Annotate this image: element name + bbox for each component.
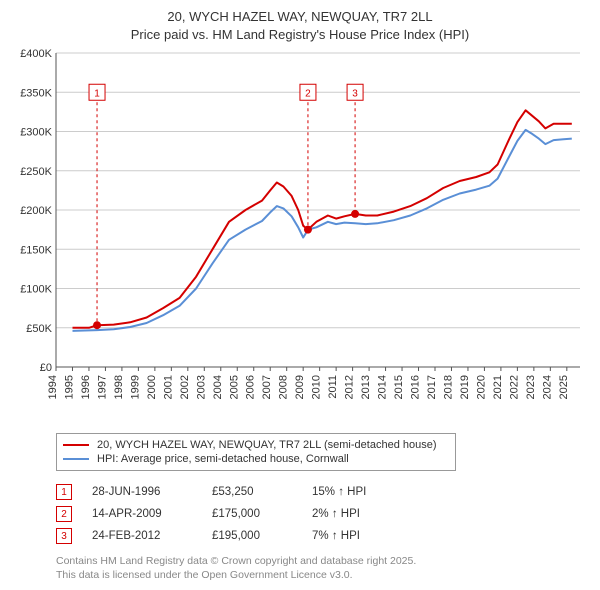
sale-pct: 2% ↑ HPI xyxy=(312,508,412,520)
svg-text:1995: 1995 xyxy=(63,375,75,399)
svg-text:2008: 2008 xyxy=(278,375,290,399)
svg-text:2001: 2001 xyxy=(162,375,174,399)
title-subtitle: Price paid vs. HM Land Registry's House … xyxy=(10,26,590,44)
legend-swatch xyxy=(63,444,89,446)
svg-text:2: 2 xyxy=(305,88,311,99)
sale-date: 28-JUN-1996 xyxy=(92,486,192,498)
svg-text:2017: 2017 xyxy=(426,375,438,399)
svg-text:£150K: £150K xyxy=(20,244,52,256)
legend-swatch xyxy=(63,458,89,460)
svg-text:2002: 2002 xyxy=(179,375,191,399)
chart-container: 20, WYCH HAZEL WAY, NEWQUAY, TR7 2LL Pri… xyxy=(0,0,600,590)
sale-row: 2 14-APR-2009 £175,000 2% ↑ HPI xyxy=(56,503,590,525)
svg-text:2006: 2006 xyxy=(245,375,257,399)
footer: Contains HM Land Registry data © Crown c… xyxy=(56,555,590,582)
svg-text:1996: 1996 xyxy=(80,375,92,399)
svg-text:£250K: £250K xyxy=(20,166,52,178)
svg-text:3: 3 xyxy=(352,88,358,99)
svg-text:2024: 2024 xyxy=(541,375,553,399)
svg-text:2010: 2010 xyxy=(311,375,323,399)
svg-text:£300K: £300K xyxy=(20,127,52,139)
svg-text:1: 1 xyxy=(94,88,100,99)
legend: 20, WYCH HAZEL WAY, NEWQUAY, TR7 2LL (se… xyxy=(56,433,456,471)
svg-text:2022: 2022 xyxy=(508,375,520,399)
sale-marker: 2 xyxy=(56,506,72,522)
svg-text:2025: 2025 xyxy=(558,375,570,399)
footer-line: Contains HM Land Registry data © Crown c… xyxy=(56,555,590,569)
sale-marker: 1 xyxy=(56,484,72,500)
legend-item: HPI: Average price, semi-detached house,… xyxy=(63,452,449,466)
svg-text:£350K: £350K xyxy=(20,87,52,99)
legend-label: 20, WYCH HAZEL WAY, NEWQUAY, TR7 2LL (se… xyxy=(97,439,437,451)
title-address: 20, WYCH HAZEL WAY, NEWQUAY, TR7 2LL xyxy=(10,8,590,26)
svg-text:2007: 2007 xyxy=(261,375,273,399)
svg-text:2014: 2014 xyxy=(377,375,389,399)
svg-text:1998: 1998 xyxy=(113,375,125,399)
svg-text:1997: 1997 xyxy=(96,375,108,399)
sale-marker: 3 xyxy=(56,528,72,544)
svg-text:2020: 2020 xyxy=(475,375,487,399)
svg-text:2023: 2023 xyxy=(525,375,537,399)
svg-text:2009: 2009 xyxy=(294,375,306,399)
svg-text:2019: 2019 xyxy=(459,375,471,399)
sale-date: 24-FEB-2012 xyxy=(92,530,192,542)
sale-pct: 7% ↑ HPI xyxy=(312,530,412,542)
svg-text:2016: 2016 xyxy=(410,375,422,399)
chart-area: £0 £50K £100K £150K £200K £250K £300K £350K £400… xyxy=(10,47,590,427)
sale-pct: 15% ↑ HPI xyxy=(312,486,412,498)
svg-text:2004: 2004 xyxy=(212,375,224,399)
sale-row: 1 28-JUN-1996 £53,250 15% ↑ HPI xyxy=(56,481,590,503)
svg-text:2012: 2012 xyxy=(344,375,356,399)
svg-text:2021: 2021 xyxy=(492,375,504,399)
svg-text:£200K: £200K xyxy=(20,205,52,217)
sale-price: £53,250 xyxy=(212,486,292,498)
svg-text:2011: 2011 xyxy=(327,375,339,399)
sale-price: £175,000 xyxy=(212,508,292,520)
svg-text:£0: £0 xyxy=(40,362,52,374)
svg-text:2003: 2003 xyxy=(195,375,207,399)
svg-text:1994: 1994 xyxy=(47,375,59,399)
svg-text:£50K: £50K xyxy=(26,323,52,335)
svg-text:2005: 2005 xyxy=(228,375,240,399)
legend-item: 20, WYCH HAZEL WAY, NEWQUAY, TR7 2LL (se… xyxy=(63,438,449,452)
svg-text:£100K: £100K xyxy=(20,284,52,296)
svg-text:2018: 2018 xyxy=(442,375,454,399)
sale-date: 14-APR-2009 xyxy=(92,508,192,520)
svg-text:2015: 2015 xyxy=(393,375,405,399)
sale-row: 3 24-FEB-2012 £195,000 7% ↑ HPI xyxy=(56,525,590,547)
sales-table: 1 28-JUN-1996 £53,250 15% ↑ HPI 2 14-APR… xyxy=(56,481,590,547)
svg-text:1999: 1999 xyxy=(129,375,141,399)
sale-price: £195,000 xyxy=(212,530,292,542)
line-chart: £0 £50K £100K £150K £200K £250K £300K £350K £400… xyxy=(10,47,590,427)
svg-text:£400K: £400K xyxy=(20,48,52,60)
legend-label: HPI: Average price, semi-detached house,… xyxy=(97,453,349,465)
svg-text:2013: 2013 xyxy=(360,375,372,399)
title-block: 20, WYCH HAZEL WAY, NEWQUAY, TR7 2LL Pri… xyxy=(10,8,590,43)
svg-text:2000: 2000 xyxy=(146,375,158,399)
footer-line: This data is licensed under the Open Gov… xyxy=(56,569,590,583)
